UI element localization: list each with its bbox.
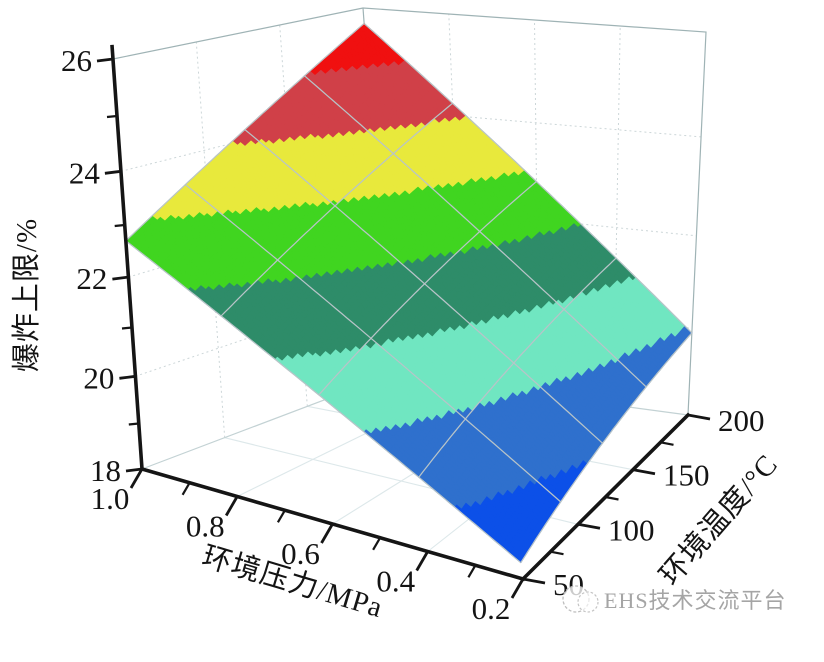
surface-band-z-below-26: [310, 23, 405, 75]
watermark-text: EHS技术交流平台: [604, 588, 787, 613]
tick-label: 150: [663, 458, 710, 493]
surface-bands: [125, 23, 693, 564]
tick-label: 0.4: [376, 564, 415, 599]
tick-label: 0.8: [186, 509, 225, 544]
z-axis: [110, 44, 144, 471]
tick-label: 200: [718, 403, 765, 438]
tick-label: 100: [608, 512, 655, 547]
z-axis-title: 爆炸上限/%: [10, 218, 43, 372]
tick-label: 1.0: [91, 481, 130, 516]
tick-label: 26: [61, 43, 92, 78]
surface-band-z-below-23: [125, 169, 582, 291]
surface-mesh: [125, 23, 693, 564]
tick-label: 20: [83, 360, 114, 395]
tick-label: 0.2: [472, 591, 511, 626]
tick-label: 18: [90, 453, 121, 488]
watermark: EHS技术交流平台: [562, 585, 787, 613]
tick-label: 22: [76, 261, 107, 296]
tick-label: 24: [69, 155, 101, 190]
tick-label: 0.6: [281, 536, 320, 571]
watermark-logo-icon-inner: [577, 591, 599, 613]
